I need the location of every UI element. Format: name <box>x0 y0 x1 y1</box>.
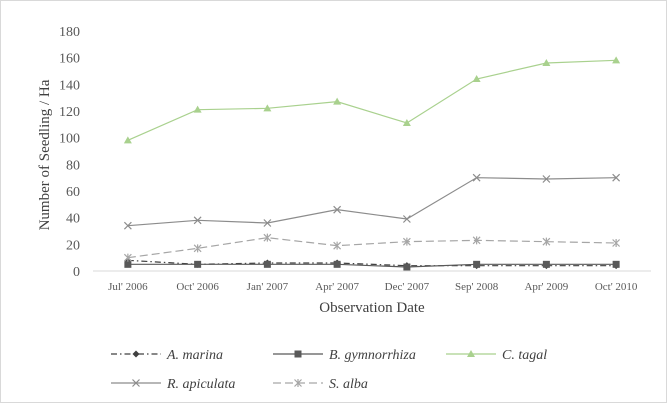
legend-label: A. marina <box>166 348 223 363</box>
data-point <box>542 260 550 268</box>
y-tick-label: 0 <box>73 265 80 280</box>
legend-item-r-apiculata: R. apiculata <box>111 377 235 392</box>
data-point <box>612 56 621 64</box>
data-point <box>263 233 272 242</box>
legend-item-a-marina: A. marina <box>111 348 223 363</box>
data-point <box>473 260 481 268</box>
x-tick-label: Oct' 2010 <box>595 281 638 293</box>
data-point <box>333 260 341 268</box>
data-point <box>542 237 551 246</box>
series-s-alba <box>123 233 621 262</box>
y-tick-label: 140 <box>59 78 80 93</box>
legend-label: B. gymnorrhiza <box>329 348 416 363</box>
legend-label: C. tagal <box>502 348 547 363</box>
data-point <box>263 219 272 227</box>
data-point <box>472 173 481 182</box>
series-line-s-alba <box>127 237 617 259</box>
y-tick-label: 80 <box>66 158 80 173</box>
data-point <box>333 205 342 214</box>
x-tick-label: Apr' 2007 <box>315 281 359 293</box>
data-point <box>542 175 551 183</box>
data-point <box>472 75 481 82</box>
y-tick-label: 180 <box>59 25 80 40</box>
series-line-c-tagal <box>127 59 617 141</box>
x-tick-label: Sep' 2008 <box>455 281 499 293</box>
data-point <box>193 244 202 253</box>
legend-marker <box>132 350 140 358</box>
y-tick-label: 120 <box>59 105 80 120</box>
series-line-r-apiculata <box>127 177 617 227</box>
x-axis-ticks: Jul' 2006 Oct' 2006 Jan' 2007 Apr' 2007 Dec'… <box>108 281 638 293</box>
data-point <box>472 236 481 245</box>
y-axis-ticks: 0 20 40 60 80 100 120 140 160 180 <box>59 25 80 280</box>
data-point <box>124 260 132 268</box>
series-c-tagal <box>123 56 621 144</box>
x-axis-title: Observation Date <box>319 300 425 316</box>
series-line-b-gymnorrhiza <box>127 263 617 268</box>
data-point <box>402 237 411 246</box>
data-point <box>123 221 132 230</box>
legend-marker <box>467 350 475 357</box>
data-point <box>193 216 202 225</box>
y-tick-label: 160 <box>59 52 80 67</box>
legend-marker <box>294 379 302 387</box>
x-tick-label: Dec' 2007 <box>385 281 430 293</box>
legend-label: R. apiculata <box>166 377 235 392</box>
y-axis-title: Number of Seedling / Ha <box>37 79 53 230</box>
series-r-apiculata <box>123 173 621 230</box>
legend-label: S. alba <box>329 377 368 392</box>
data-point <box>612 239 621 247</box>
data-point <box>542 59 551 66</box>
data-point <box>612 260 620 268</box>
data-point <box>402 119 411 126</box>
legend-item-s-alba: S. alba <box>273 377 368 392</box>
data-point <box>194 260 202 268</box>
legend-marker <box>132 379 140 387</box>
legend-item-c-tagal: C. tagal <box>446 348 547 363</box>
legend-item-b-gymnorrhiza: B. gymnorrhiza <box>273 348 416 363</box>
y-tick-label: 60 <box>66 185 80 200</box>
series-layer <box>123 56 621 271</box>
x-tick-label: Oct' 2006 <box>176 281 219 293</box>
x-tick-label: Apr' 2009 <box>524 281 568 293</box>
y-tick-label: 100 <box>59 132 80 147</box>
data-point <box>402 215 411 223</box>
data-point <box>333 97 342 105</box>
legend: A. marina B. gymnorrhiza C. tagal R. apicul… <box>111 348 547 392</box>
data-point <box>123 136 132 144</box>
data-point <box>612 173 621 182</box>
data-point <box>193 105 202 113</box>
y-tick-label: 20 <box>66 238 80 253</box>
y-tick-label: 40 <box>66 212 80 227</box>
data-point <box>263 260 271 268</box>
data-point <box>263 104 272 112</box>
legend-marker <box>294 350 302 358</box>
data-point <box>403 263 411 271</box>
series-b-gymnorrhiza <box>124 260 620 271</box>
x-tick-label: Jan' 2007 <box>247 281 289 293</box>
data-point <box>333 241 342 250</box>
data-point <box>123 253 132 262</box>
x-tick-label: Jul' 2006 <box>108 281 148 293</box>
